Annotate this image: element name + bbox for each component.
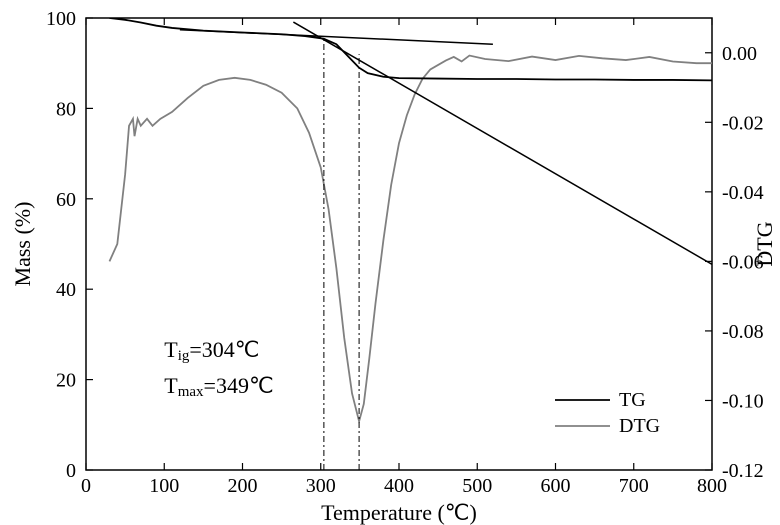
- y-left-label: Mass (%): [10, 202, 35, 287]
- annotation-tig: Tig=304℃: [164, 337, 259, 364]
- y-right-label: DTG: [752, 221, 777, 266]
- chart-container: 0100200300400500600700800Temperature (℃)…: [0, 0, 780, 525]
- x-axis-label: Temperature (℃): [321, 500, 477, 525]
- yr-tick-label: 0.00: [722, 43, 757, 65]
- dtg-series: [109, 56, 712, 422]
- legend-label-tg: TG: [619, 389, 646, 411]
- yl-tick-label: 0: [66, 460, 76, 482]
- x-tick-label: 300: [306, 475, 336, 497]
- yl-tick-label: 40: [56, 279, 76, 301]
- tangent-baseline: [180, 30, 493, 44]
- yl-tick-label: 80: [56, 98, 76, 120]
- x-tick-label: 700: [619, 475, 649, 497]
- x-tick-label: 0: [81, 475, 91, 497]
- yr-tick-label: -0.02: [722, 112, 764, 134]
- annotation-tmax: Tmax=349℃: [164, 373, 273, 400]
- tg-dtg-chart: 0100200300400500600700800Temperature (℃)…: [0, 0, 780, 525]
- yr-tick-label: -0.10: [722, 390, 764, 412]
- x-tick-label: 500: [462, 475, 492, 497]
- yr-tick-label: -0.04: [722, 182, 764, 204]
- tg-series: [109, 18, 712, 80]
- yl-tick-label: 100: [46, 8, 76, 30]
- yr-tick-label: -0.08: [722, 321, 764, 343]
- legend-label-dtg: DTG: [619, 415, 660, 437]
- x-tick-label: 600: [541, 475, 571, 497]
- yl-tick-label: 60: [56, 189, 76, 211]
- x-tick-label: 200: [228, 475, 258, 497]
- x-tick-label: 100: [149, 475, 179, 497]
- yr-tick-label: -0.12: [722, 460, 764, 482]
- x-tick-label: 400: [384, 475, 414, 497]
- tangent-slope: [293, 22, 712, 264]
- yl-tick-label: 20: [56, 370, 76, 392]
